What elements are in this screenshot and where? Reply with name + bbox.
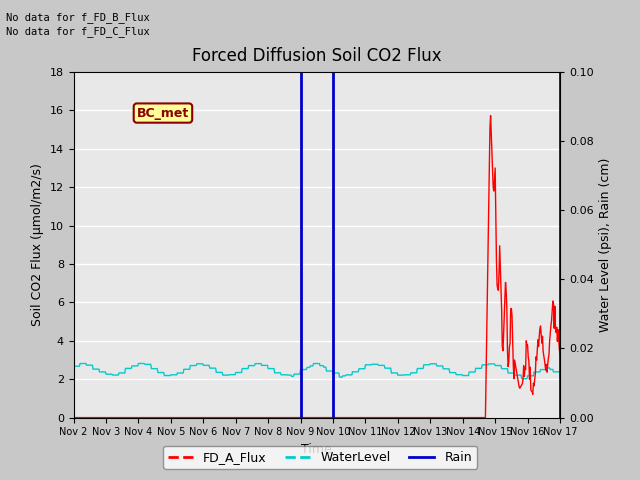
Legend: FD_A_Flux, WaterLevel, Rain: FD_A_Flux, WaterLevel, Rain bbox=[163, 446, 477, 469]
Text: BC_met: BC_met bbox=[137, 107, 189, 120]
Y-axis label: Soil CO2 Flux (μmol/m2/s): Soil CO2 Flux (μmol/m2/s) bbox=[31, 163, 44, 326]
X-axis label: Time: Time bbox=[301, 443, 332, 456]
Y-axis label: Water Level (psi), Rain (cm): Water Level (psi), Rain (cm) bbox=[599, 157, 612, 332]
Text: No data for f_FD_B_Flux: No data for f_FD_B_Flux bbox=[6, 12, 150, 23]
Text: No data for f_FD_C_Flux: No data for f_FD_C_Flux bbox=[6, 26, 150, 37]
Title: Forced Diffusion Soil CO2 Flux: Forced Diffusion Soil CO2 Flux bbox=[192, 47, 442, 65]
